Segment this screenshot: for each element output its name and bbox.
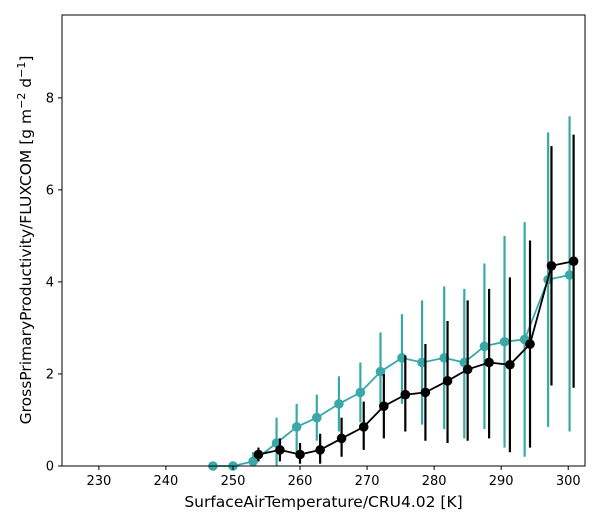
series-1-point-7 xyxy=(400,389,411,400)
y-axis-label-mid: d xyxy=(17,78,35,93)
series-1-point-14 xyxy=(546,261,557,271)
series-1-point-11 xyxy=(484,357,494,368)
series-0 xyxy=(208,116,575,471)
y-axis-label-end: ] xyxy=(17,56,35,62)
series-0-point-7 xyxy=(355,387,366,398)
series-1-point-12 xyxy=(505,359,515,370)
plot-area xyxy=(208,116,579,471)
series-0-point-2 xyxy=(248,456,258,467)
series-1-point-6 xyxy=(379,401,389,411)
y-tick-label-4: 8 xyxy=(46,91,54,106)
series-0-point-5 xyxy=(311,412,322,423)
y-axis: 0 2 4 6 8 xyxy=(46,91,62,475)
series-1-line xyxy=(258,260,574,456)
x-axis: 230 240 250 260 270 280 290 300 xyxy=(86,466,581,489)
series-0-point-13 xyxy=(479,341,490,352)
x-tick-label-2: 250 xyxy=(221,474,246,489)
series-1-point-15 xyxy=(568,256,579,267)
plot-frame xyxy=(61,14,586,467)
series-1-point-8 xyxy=(420,387,431,398)
x-axis-label: SurfaceAirTemperature/CRU4.02 [K] xyxy=(184,493,462,511)
x-tick-label-6: 290 xyxy=(489,474,514,489)
y-tick-label-1: 2 xyxy=(46,367,54,382)
series-1-point-10 xyxy=(462,364,473,375)
x-tick-label-0: 230 xyxy=(86,474,111,489)
series-0-point-17 xyxy=(564,270,575,280)
series-1-point-0 xyxy=(253,449,264,460)
series-1-point-13 xyxy=(525,339,535,349)
y-axis-label-main: GrossPrimaryProductivity/FLUXCOM [g m xyxy=(17,109,35,425)
series-0-point-6 xyxy=(334,399,344,409)
series-1-point-3 xyxy=(315,445,325,455)
series-1 xyxy=(253,134,579,464)
x-tick-label-4: 270 xyxy=(355,474,380,489)
series-1-point-9 xyxy=(442,376,453,386)
series-0-line xyxy=(212,274,570,467)
y-tick-label-3: 6 xyxy=(46,183,54,198)
y-tick-label-2: 4 xyxy=(46,275,54,290)
x-tick-label-3: 260 xyxy=(288,474,313,489)
y-axis-label-exp1: −2 xyxy=(15,93,28,109)
y-axis-label: GrossPrimaryProductivity/FLUXCOM [g m−2 … xyxy=(15,56,36,425)
series-1-point-5 xyxy=(358,422,369,432)
series-0-point-4 xyxy=(291,422,302,432)
x-tick-label-1: 240 xyxy=(154,474,179,489)
series-0-point-14 xyxy=(499,336,510,347)
y-axis-label-exp2: −1 xyxy=(15,62,28,78)
y-tick-label-0: 0 xyxy=(46,460,54,475)
x-tick-label-5: 280 xyxy=(422,474,447,489)
series-1-point-4 xyxy=(336,433,347,444)
series-1-point-1 xyxy=(275,445,285,455)
series-1-point-2 xyxy=(295,449,305,460)
x-tick-label-7: 300 xyxy=(556,474,581,489)
